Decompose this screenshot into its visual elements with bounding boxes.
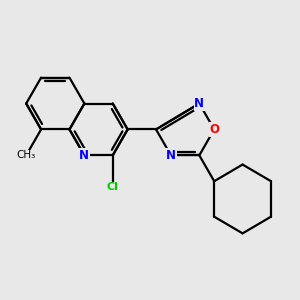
Text: N: N xyxy=(80,149,89,162)
Text: N: N xyxy=(166,149,176,162)
Text: Cl: Cl xyxy=(107,182,119,192)
Text: CH₃: CH₃ xyxy=(16,150,36,160)
Text: N: N xyxy=(194,97,204,110)
Text: O: O xyxy=(209,123,219,136)
